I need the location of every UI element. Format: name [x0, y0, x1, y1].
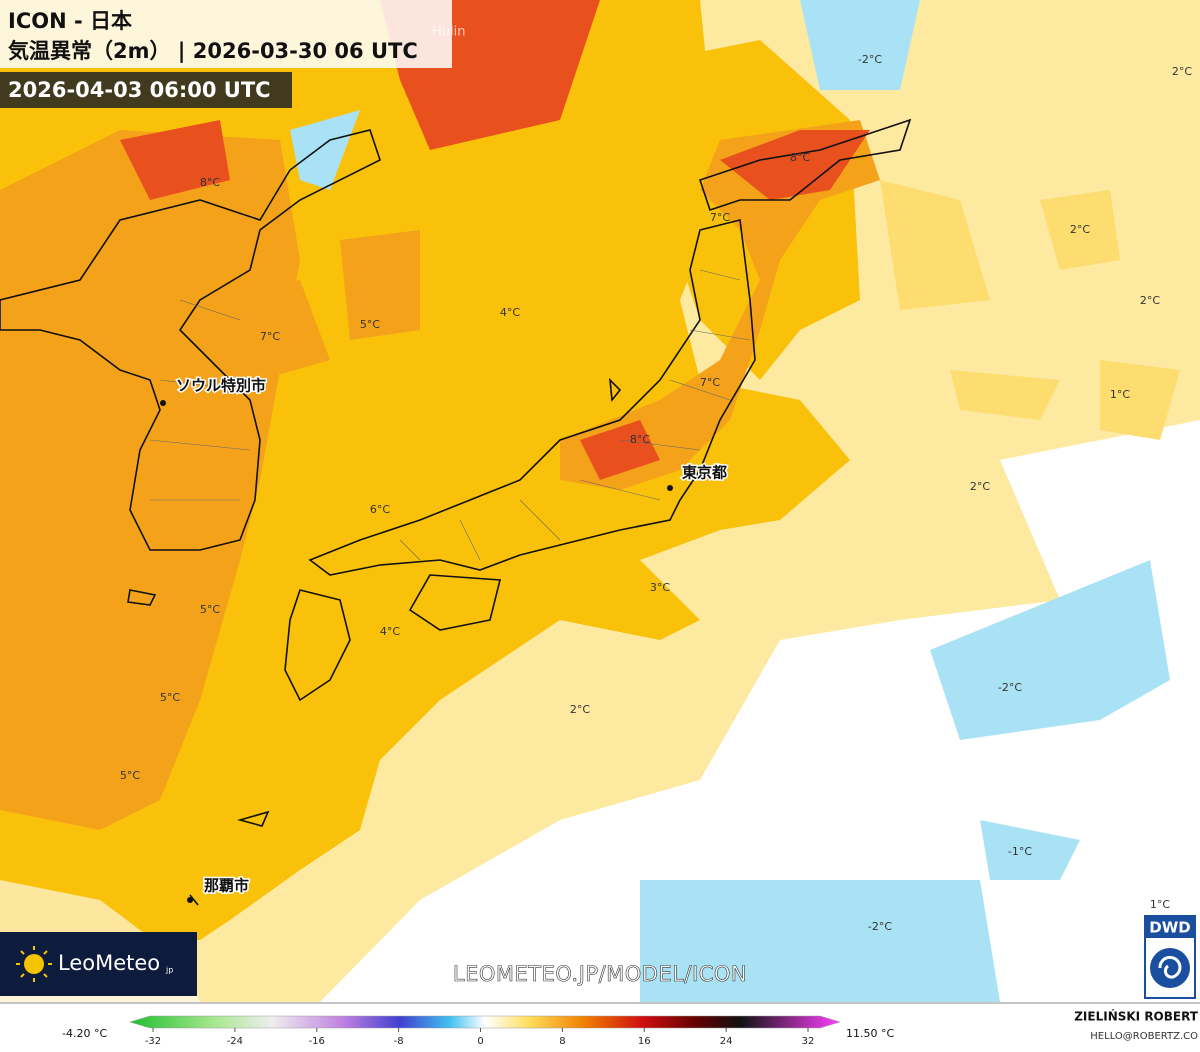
- logo-text: LeoMeteo: [58, 951, 160, 975]
- valid-time: 2026-04-03 06:00 UTC: [8, 78, 271, 102]
- contour-label: 8°C: [200, 176, 220, 189]
- colorbar-tick-label: 16: [638, 1036, 651, 1047]
- header: ICON - 日本 気温異常（2m） | 2026-03-30 06 UTC 2…: [0, 0, 452, 108]
- colorbar-tick-label: 24: [720, 1036, 733, 1047]
- email: HELLO@ROBERTZ.CO: [1090, 1031, 1198, 1042]
- contour-label: 4°C: [500, 306, 520, 319]
- url: LEOMETEO.JP/MODEL/ICON: [453, 962, 747, 986]
- subtitle: 気温異常（2m） | 2026-03-30 06 UTC: [8, 39, 418, 64]
- contour-label: 2°C: [970, 480, 990, 493]
- contour-label: 2°C: [1070, 223, 1090, 236]
- colorbar-tick-label: -8: [394, 1036, 404, 1047]
- colorbar-tick-label: 0: [477, 1036, 483, 1047]
- colorbar-tick-label: -24: [227, 1036, 243, 1047]
- city-label: 那覇市: [204, 877, 249, 895]
- prefecture-lines: [149, 269, 751, 561]
- contour-label: -2°C: [858, 53, 882, 66]
- colorbar-tick-label: -16: [309, 1036, 325, 1047]
- city-dot: [187, 897, 193, 903]
- logo-suffix: jp: [165, 966, 173, 975]
- contour-label: -2°C: [868, 920, 892, 933]
- city-label: 東京都: [682, 464, 727, 482]
- contour-label: 1°C: [1110, 388, 1130, 401]
- leometeo-logo: LeoMeteo jp: [0, 932, 197, 996]
- title: ICON - 日本: [8, 9, 132, 33]
- city-dot: [667, 485, 673, 491]
- contour-label: 2°C: [570, 703, 590, 716]
- contour-label: 5°C: [160, 691, 180, 704]
- colorbar-tick-label: 8: [559, 1036, 565, 1047]
- contour-label: 2°C: [1172, 65, 1192, 78]
- contour-label: 2°C: [1140, 294, 1160, 307]
- contour-label: 5°C: [200, 603, 220, 616]
- contour-label: -1°C: [1008, 845, 1032, 858]
- contour-label: 1°C: [1150, 898, 1170, 911]
- colorbar-tick-label: 32: [802, 1036, 815, 1047]
- colorbar: -4.20 °C 11.50 °C -32 -24 -16 -8 0 8 16 24 32: [62, 1015, 894, 1047]
- contour-label: 4°C: [380, 625, 400, 638]
- contour-label: 3°C: [650, 581, 670, 594]
- contour-label: 8°C: [790, 151, 810, 164]
- contour-label: 5°C: [120, 769, 140, 782]
- contour-label: 6°C: [370, 503, 390, 516]
- contour-label: 8°C: [630, 433, 650, 446]
- contour-label: 7°C: [710, 211, 730, 224]
- dwd-logo: DWD: [1144, 915, 1196, 999]
- contour-label: -2°C: [998, 681, 1022, 694]
- colorbar-max: 11.50 °C: [846, 1027, 894, 1040]
- author: ZIELIŃSKI ROBERT: [1074, 1009, 1199, 1024]
- contour-label: 5°C: [360, 318, 380, 331]
- colorbar-min: -4.20 °C: [62, 1027, 107, 1040]
- colorbar-tick-label: -32: [145, 1036, 161, 1047]
- coastlines: [0, 118, 912, 906]
- dwd-text: DWD: [1149, 919, 1190, 937]
- city-dot: [160, 400, 166, 406]
- contour-label: 7°C: [260, 330, 280, 343]
- city-label: ソウル特別市: [176, 377, 266, 395]
- contour-label: 7°C: [700, 376, 720, 389]
